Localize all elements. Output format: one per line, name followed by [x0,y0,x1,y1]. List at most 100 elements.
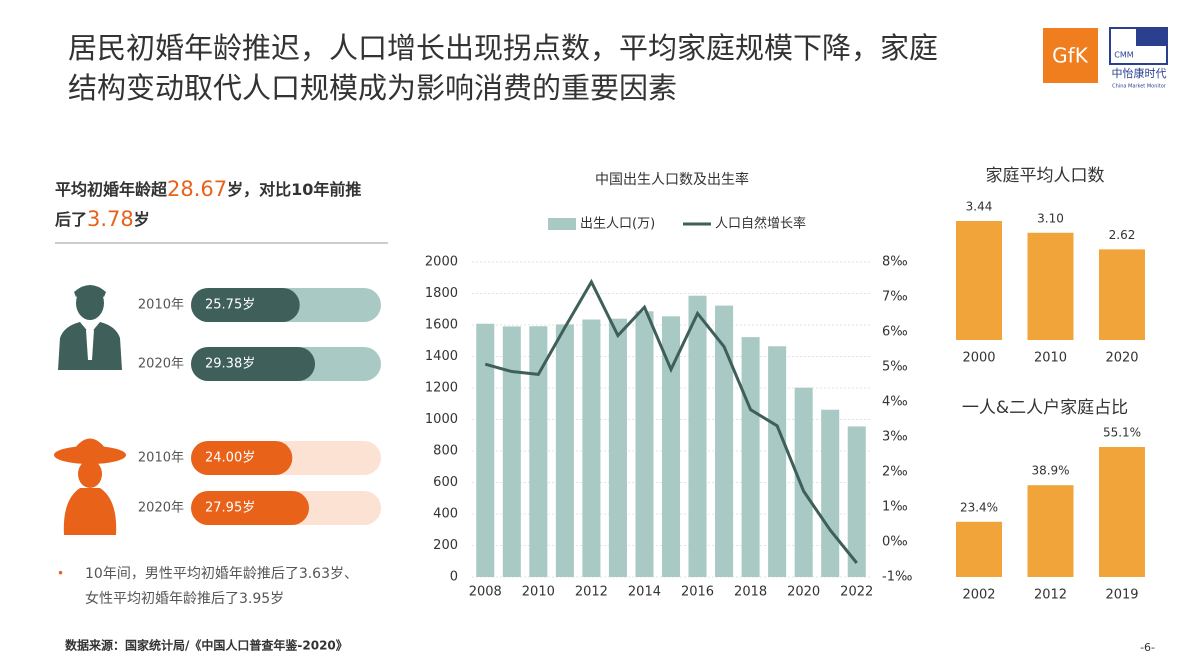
y-tick-label: 2000 [425,255,458,270]
headline-text: 后了 [55,210,87,229]
row-label: 2010年 [138,298,184,313]
bar [661,316,681,577]
row-label: 2020年 [138,501,184,516]
x-tick-label: 2012 [1034,588,1067,603]
bar [476,323,495,577]
bar [555,324,574,577]
value-label: 29.38岁 [205,357,255,372]
x-tick-label: 2022 [840,585,873,600]
bar [794,387,813,577]
bar [956,221,1002,340]
bar [1099,447,1145,577]
progress-bar [191,441,293,475]
line-series [484,278,858,564]
logo-text: 中怡康时代 [1112,66,1167,80]
y-tick-label: 200 [433,538,458,553]
bar [715,305,734,577]
bar [635,311,654,577]
chart-title: 一人&二人户家庭占比 [962,398,1128,418]
y2-tick-label: -1‰ [882,570,912,585]
male-icon [58,285,122,370]
highlight-number: 3.78 [87,207,134,231]
bar [741,337,760,577]
cmm-logo: CMM 中怡康时代 China Market Monitor [1109,27,1168,90]
female-icon [54,438,126,535]
y-tick-label: 800 [433,444,458,459]
value-label: 24.00岁 [205,451,255,466]
y2-tick-label: 7‰ [882,290,908,305]
y2-tick-label: 1‰ [882,500,908,515]
note: 10年间，男性平均初婚年龄推后了3.63岁、 [85,565,358,582]
bar [529,326,548,577]
value-label: 38.9% [1031,464,1069,478]
chart-title: 家庭平均人口数 [986,166,1105,186]
source: 数据来源：国家统计局/《中国人口普查年鉴-2020》 [65,638,348,653]
y2-tick-label: 6‰ [882,325,908,340]
bar [1027,232,1074,340]
row-label: 2010年 [138,451,184,466]
legend-label: 出生人口(万) [580,217,655,232]
x-tick-label: 2000 [962,351,995,366]
legend-swatch [548,218,576,230]
value-label: 55.1% [1103,426,1141,440]
y2-tick-label: 5‰ [882,360,908,375]
note: 女性平均初婚年龄推后了3.95岁 [85,590,284,607]
bar [1027,485,1074,577]
y-tick-label: 600 [433,475,458,490]
x-tick-label: 2020 [1105,351,1138,366]
bar [956,521,1002,577]
value-label: 2.62 [1109,228,1136,242]
x-tick-label: 2010 [522,585,555,600]
headline-text: 岁，对比10年前推 [227,180,361,199]
bar [608,318,627,577]
progress-bar [191,347,316,381]
x-tick-label: 2010 [1034,351,1067,366]
x-tick-label: 2008 [469,585,502,600]
headline: 后了3.78岁 [55,207,150,231]
x-tick-label: 2002 [962,588,995,603]
chart-title: 中国出生人口数及出生率 [595,171,749,188]
y-tick-label: 1000 [425,412,458,427]
y-tick-label: 1200 [425,381,458,396]
logo-text: CMM [1114,51,1133,60]
bar [847,426,866,577]
y2-tick-label: 8‰ [882,255,908,270]
title-line: 居民初婚年龄推迟，人口增长出现拐点数，平均家庭规模下降，家庭 [68,31,938,65]
bar [688,295,707,577]
bullet: • [57,567,64,581]
title-line: 结构变动取代人口规模成为影响消费的重要因素 [68,71,677,105]
y2-tick-label: 0‰ [882,535,908,550]
bar [1099,249,1145,340]
progress-bar [191,288,300,322]
x-tick-label: 2020 [787,585,820,600]
value-label: 3.10 [1037,211,1064,225]
y2-tick-label: 3‰ [882,430,908,445]
bar [582,319,601,577]
progress-bar [191,491,310,525]
y2-tick-label: 2‰ [882,465,908,480]
x-tick-label: 2012 [575,585,608,600]
headline-text: 岁 [134,210,150,229]
y-tick-label: 0 [450,570,458,585]
bar [502,326,521,577]
legend-label: 人口自然增长率 [715,216,806,232]
highlight-number: 28.67 [167,177,227,201]
logo-text: China Market Monitor [1112,84,1167,90]
x-tick-label: 2014 [628,585,661,600]
value-label: 3.44 [966,200,993,214]
headline: 平均初婚年龄超28.67岁，对比10年前推 [55,177,361,201]
value-label: 23.4% [960,500,998,514]
headline-text: 平均初婚年龄超 [55,180,168,199]
x-tick-label: 2018 [734,585,767,600]
x-tick-label: 2016 [681,585,714,600]
y-tick-label: 1600 [425,318,458,333]
y-tick-label: 1800 [425,286,458,301]
x-tick-label: 2019 [1105,588,1138,603]
bar [768,346,787,577]
bar [821,409,840,577]
y-tick-label: 400 [433,507,458,522]
value-label: 27.95岁 [205,501,255,516]
logo-text: GfK [1052,44,1089,68]
page-number: -6- [1140,641,1155,654]
